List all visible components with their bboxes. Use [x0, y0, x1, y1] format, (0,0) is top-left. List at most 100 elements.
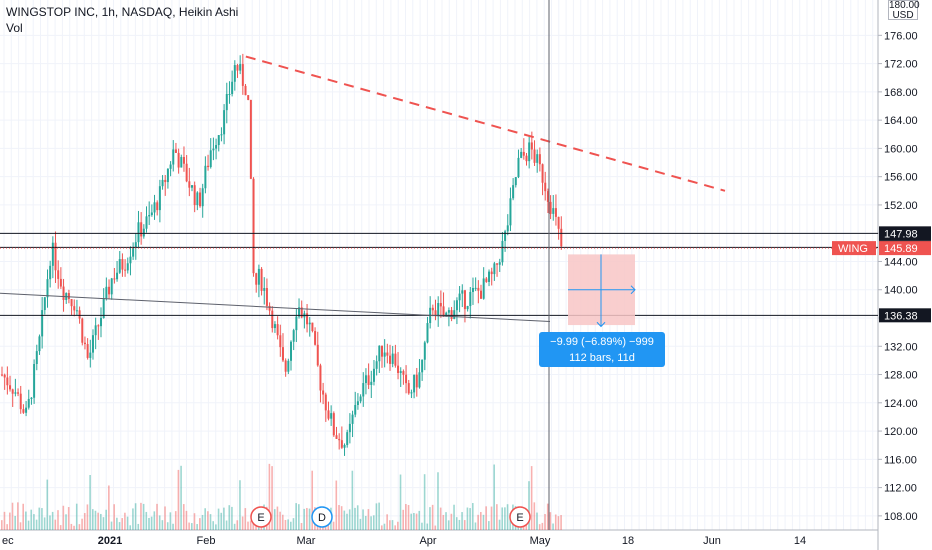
- candle-body: [364, 375, 367, 384]
- volume-bar: [383, 523, 386, 530]
- volume-bar: [340, 506, 343, 530]
- volume-bar: [212, 521, 215, 530]
- candle-body: [209, 150, 212, 168]
- volume-bar: [199, 518, 201, 530]
- candle-body: [343, 445, 346, 448]
- candle-body: [62, 286, 65, 300]
- resistance-trendline: [245, 55, 726, 192]
- volume-bar: [62, 505, 65, 530]
- volume-bar: [287, 519, 289, 530]
- candle-body: [105, 286, 108, 299]
- volume-bar: [372, 515, 375, 530]
- volume-bar: [346, 513, 348, 530]
- candle-body: [239, 64, 242, 71]
- volume-bar: [399, 474, 402, 530]
- volume-bar: [354, 507, 356, 530]
- volume-bar: [415, 513, 418, 530]
- candle-body: [506, 225, 509, 232]
- candle-body: [177, 152, 180, 168]
- volume-bar: [6, 524, 8, 530]
- volume-bar: [49, 515, 51, 530]
- volume-bar: [118, 522, 121, 530]
- candle-body: [217, 135, 220, 146]
- candle-body: [375, 361, 378, 369]
- candle-body: [394, 353, 397, 366]
- candle-body: [367, 375, 370, 385]
- candle-body: [490, 271, 493, 275]
- volume-bar: [332, 521, 335, 530]
- candle-body: [137, 222, 140, 243]
- candle-body: [528, 142, 531, 162]
- candle-body: [493, 263, 496, 275]
- volume-bar: [343, 510, 346, 530]
- measure-arrow-right: [630, 285, 636, 295]
- candle-body: [3, 374, 6, 378]
- candle-body: [78, 310, 81, 319]
- y-tick-label: 168.00: [884, 87, 918, 99]
- volume-bar: [300, 523, 303, 530]
- candle-body: [397, 365, 400, 374]
- candle-body: [156, 202, 159, 211]
- volume-bar: [158, 515, 161, 530]
- volume-bar: [279, 511, 281, 530]
- candle-body: [445, 312, 448, 317]
- candle-body: [91, 335, 94, 353]
- volume-bar: [207, 511, 209, 530]
- volume-bar: [19, 522, 22, 530]
- y-tick-label: 176.00: [884, 30, 918, 42]
- volume-bar: [429, 507, 431, 530]
- candle-body: [418, 372, 421, 388]
- volume-bar: [367, 509, 370, 530]
- volume-bar: [437, 472, 439, 530]
- candle-body: [126, 263, 129, 271]
- volume-bar: [75, 503, 78, 530]
- candle-body: [380, 345, 383, 357]
- volume-bar: [83, 513, 86, 530]
- volume-bar: [169, 512, 172, 530]
- volume-bar: [509, 513, 512, 530]
- volume-bar: [488, 521, 490, 530]
- candle-body: [279, 335, 282, 348]
- volume-bar: [33, 514, 35, 530]
- volume-bar: [132, 508, 134, 530]
- x-tick-label: 18: [622, 535, 634, 547]
- volume-bar: [386, 514, 388, 530]
- volume-bar: [164, 506, 166, 530]
- volume-bar: [145, 511, 148, 530]
- candle-body: [174, 149, 177, 153]
- candle-body: [437, 303, 440, 316]
- volume-bar: [375, 503, 378, 530]
- candle-body: [410, 392, 413, 394]
- candle-body: [509, 198, 512, 226]
- candle-body: [118, 259, 121, 273]
- candle-body: [480, 290, 483, 299]
- volume-bar: [14, 515, 16, 530]
- candle-body: [287, 360, 290, 372]
- candle-body: [17, 392, 20, 394]
- volume-bar: [423, 474, 426, 530]
- currency-badge[interactable]: 180.00 USD: [888, 0, 920, 21]
- volume-bar: [308, 508, 311, 530]
- volume-bar: [116, 517, 118, 530]
- x-tick-label: May: [530, 535, 551, 547]
- volume-bar: [455, 517, 458, 530]
- candle-body: [399, 371, 402, 374]
- volume-bar: [391, 520, 394, 530]
- volume-bar: [217, 508, 220, 530]
- candle-body: [134, 242, 137, 248]
- volume-bar: [78, 524, 81, 530]
- candle-body: [247, 95, 250, 100]
- candle-body: [455, 300, 458, 311]
- candle-body: [172, 149, 175, 165]
- volume-bar: [67, 507, 70, 530]
- volume-bar: [450, 513, 453, 530]
- volume-bar: [161, 520, 164, 530]
- last-price-label: 145.89: [884, 243, 918, 255]
- candle-body: [166, 168, 169, 183]
- candle-body: [319, 365, 322, 391]
- volume-bar: [335, 480, 338, 530]
- volume-bar: [338, 505, 340, 530]
- candle-body: [265, 288, 268, 306]
